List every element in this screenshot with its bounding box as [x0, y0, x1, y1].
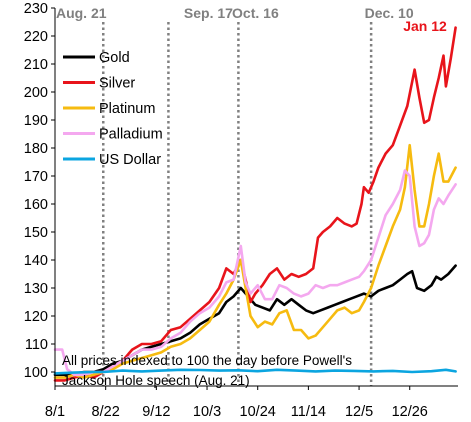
legend-label: Palladium	[99, 127, 163, 143]
y-tick-label: 120	[24, 309, 48, 325]
event-label: Sep. 17	[184, 5, 233, 21]
event-label: Jan 12	[403, 18, 447, 34]
y-tick-label: 160	[24, 197, 48, 213]
y-tick-label: 210	[24, 57, 48, 73]
annotation: All prices indexed to 100 the day before…	[62, 353, 352, 388]
series-lines	[53, 26, 457, 382]
legend-label: Platinum	[99, 101, 155, 117]
annotation-line-1: All prices indexed to 100 the day before…	[62, 353, 352, 368]
series-line-silver	[53, 26, 457, 382]
x-tick-label: 11/14	[291, 404, 326, 420]
x-tick-label: 8/1	[45, 404, 65, 420]
y-tick-label: 190	[24, 113, 48, 129]
series-line-palladium	[53, 169, 457, 377]
event-label: Oct. 16	[232, 5, 279, 21]
event-label: Dec. 10	[365, 5, 414, 21]
y-tick-label: 140	[24, 253, 48, 269]
x-tick-label: 9/12	[142, 404, 170, 420]
y-tick-label: 170	[24, 169, 48, 185]
series-line-us-dollar	[53, 368, 457, 375]
legend-label: Gold	[99, 50, 130, 66]
legend: Gold Silver Platinum Palladium US Dollar	[63, 50, 163, 168]
y-tick-label: 100	[24, 365, 48, 381]
legend-label: Silver	[99, 76, 135, 92]
event-label: Aug. 21	[56, 5, 107, 21]
x-tick-label: 12/5	[345, 404, 373, 420]
y-tick-label: 110	[25, 337, 48, 353]
y-tick-label: 150	[24, 225, 48, 241]
annotation-line-2: Jackson Hole speech (Aug. 21)	[62, 373, 250, 388]
y-tick-label: 130	[24, 281, 48, 297]
x-tick-label: 8/22	[92, 404, 120, 420]
y-tick-label: 220	[24, 29, 48, 45]
x-tick-label: 10/24	[240, 404, 276, 420]
axes: 100 110 120 130 140 150 160 170 180 190 200 210 220 2…	[24, 1, 458, 420]
x-tick-label: 12/26	[392, 404, 428, 420]
y-tick-label: 200	[24, 85, 48, 101]
series-line-platinum	[53, 143, 457, 379]
legend-label: US Dollar	[99, 152, 161, 168]
y-tick-label: 180	[24, 141, 48, 157]
x-tick-label: 10/3	[193, 404, 221, 420]
y-tick-label: 230	[24, 1, 48, 17]
